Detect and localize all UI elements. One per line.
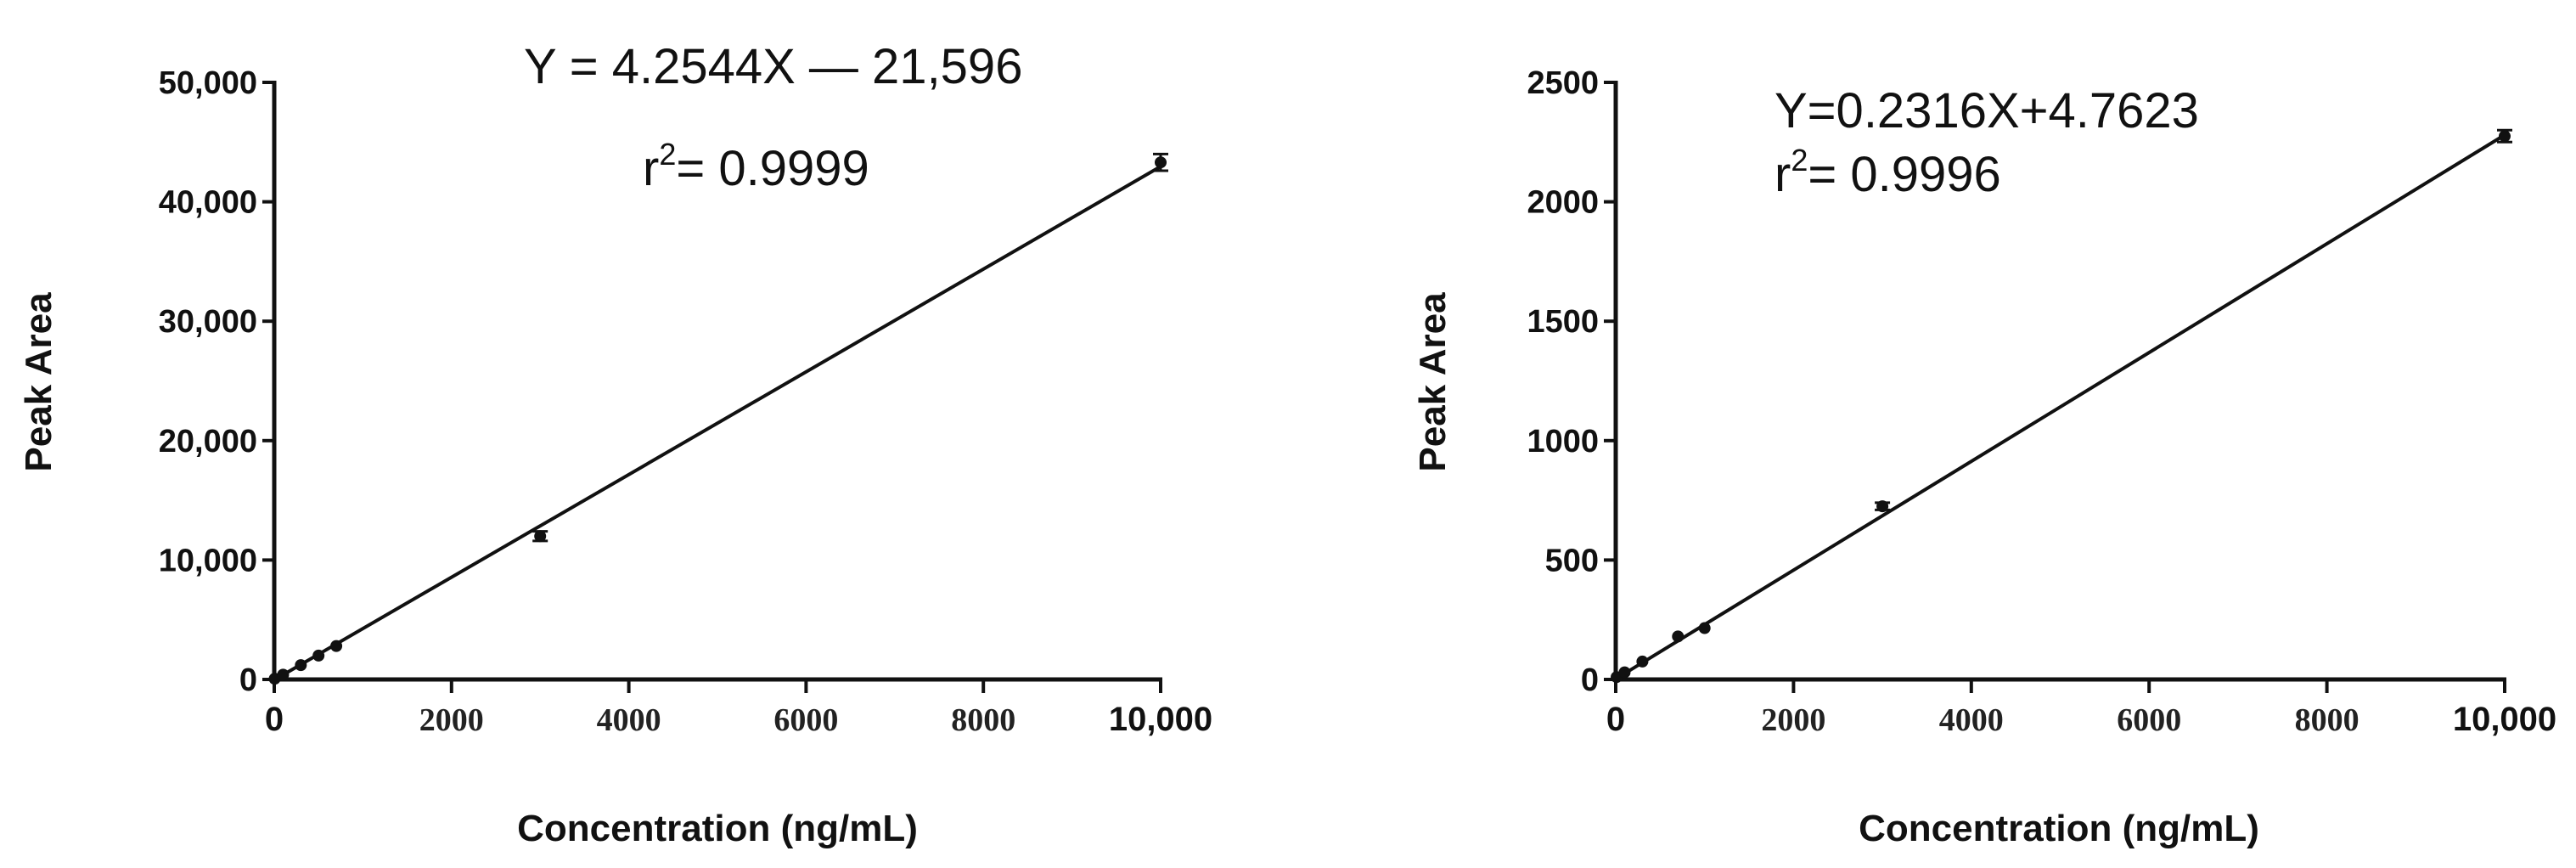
data-point [534,530,547,543]
data-point [277,668,290,681]
data-point [1636,655,1649,668]
regression-line [1614,133,2506,681]
data-point [1155,156,1167,169]
y-tick-label: 1500 [1527,304,1599,340]
x-tick-label: 2000 [419,702,484,738]
y-tick-label: 2500 [1527,65,1599,101]
chart-panel-2: 0 500 1000 1500 2000 2500 0 2000 4000 6000 8000 10,… [1412,65,2556,849]
data-point [1618,666,1631,679]
x-tick-label: 0 [265,701,284,738]
data-point [330,640,343,652]
regression-equation: Y = 4.2544X — 21,596 [524,39,1022,94]
y-tick-label: 40,000 [159,185,257,221]
x-axis-title: Concentration (ng/mL) [517,808,918,849]
x-axis-title: Concentration (ng/mL) [1859,808,2259,849]
x-tick-label: 2000 [1761,702,1825,738]
y-tick-label: 1000 [1527,424,1599,459]
chart-panel-1: 0 10,000 20,000 30,000 40,000 50,000 0 2000 4000… [18,39,1212,849]
x-tick-label: 8000 [2295,702,2359,738]
x-tick-label: 4000 [1939,702,2004,738]
data-point [2499,130,2511,143]
regression-equation: Y=0.2316X+4.7623 [1775,83,2199,138]
x-tick-label: 10,000 [2453,701,2556,738]
data-point [1672,630,1685,643]
data-point [1876,500,1889,513]
y-tick-label: 20,000 [159,424,257,459]
x-tick-label: 4000 [597,702,661,738]
x-tick-label: 10,000 [1109,701,1212,738]
x-tick-label: 6000 [773,702,838,738]
y-tick-label: 50,000 [159,65,257,101]
y-tick-label: 0 [1581,662,1599,698]
y-axis-title: Peak Area [18,292,59,472]
x-tick-label: 6000 [2117,702,2181,738]
y-tick-label: 30,000 [159,304,257,340]
r-squared-annotation: r2= 0.9999 [643,137,869,196]
data-point [295,659,307,672]
regression-line [273,165,1162,681]
y-tick-label: 2000 [1527,185,1599,221]
x-tick-label: 0 [1606,701,1625,738]
y-axis-title: Peak Area [1412,292,1454,472]
y-tick-label: 500 [1545,543,1599,578]
data-point [1698,622,1711,634]
r-squared-annotation: r2= 0.9996 [1775,143,2001,202]
y-tick-label: 10,000 [159,543,257,578]
y-tick-label: 0 [239,662,257,698]
x-tick-label: 8000 [951,702,1015,738]
data-point [312,649,325,662]
